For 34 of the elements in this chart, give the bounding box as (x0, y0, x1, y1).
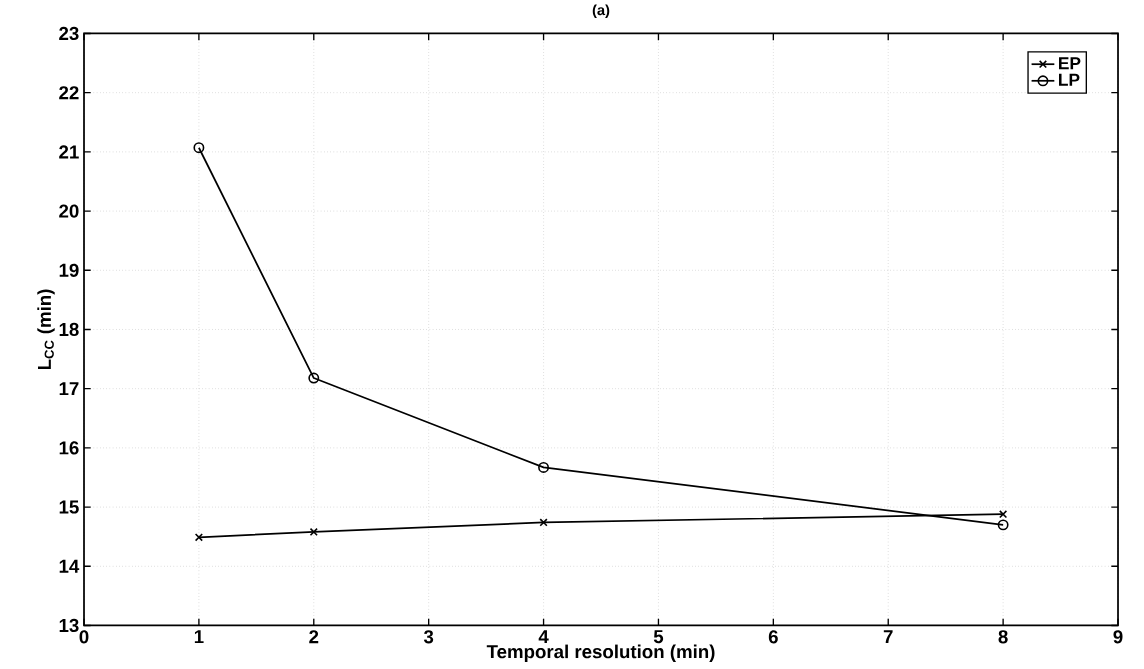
y-tick-label: 21 (59, 145, 79, 159)
x-tick-label: 3 (423, 629, 434, 644)
legend-label: EP (1059, 57, 1081, 69)
point (309, 527, 318, 536)
y-tick-label: 18 (59, 322, 79, 336)
point (538, 461, 550, 473)
x-tick-label: 0 (79, 629, 89, 644)
point (193, 142, 205, 153)
point (997, 519, 1009, 531)
x-tick-label: 4 (538, 629, 549, 643)
y-tick-label: 14 (59, 559, 80, 573)
legend-label: LP (1059, 73, 1080, 86)
x-axis-title: Temporal resolution (min) (486, 644, 715, 662)
x-tick-label: 1 (194, 629, 204, 643)
x-tick-label: 2 (309, 629, 319, 643)
y-tick-label: 17 (59, 382, 79, 395)
x-tick-label: 5 (653, 629, 664, 643)
x-tick-label: 9 (1113, 629, 1123, 644)
y-tick-label: 16 (59, 441, 79, 455)
point (308, 372, 320, 384)
x-tick-label: 6 (768, 629, 778, 644)
point (999, 509, 1008, 519)
x-tick-label: 8 (998, 629, 1008, 644)
chart-title: (a) (592, 4, 610, 18)
y-axis-title: L$_{CC}$ (min) (37, 289, 55, 369)
point (539, 518, 548, 527)
y-tick-label: 19 (59, 263, 79, 277)
y-tick-label: 20 (59, 204, 79, 218)
point (194, 532, 203, 542)
x-tick-label: 7 (883, 629, 893, 643)
y-tick-label: 22 (59, 85, 79, 99)
y-tick-label: 15 (59, 500, 79, 514)
y-tick-label: 23 (59, 26, 79, 40)
y-tick-label: 13 (59, 618, 79, 632)
